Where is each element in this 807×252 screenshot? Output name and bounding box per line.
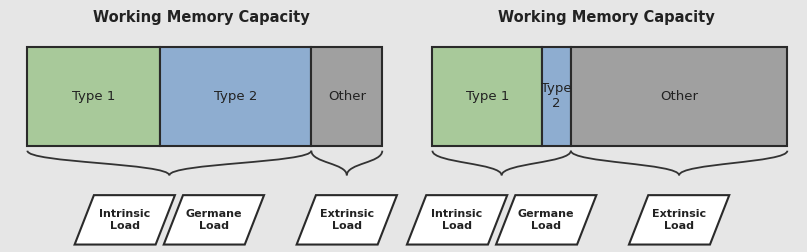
Text: Working Memory Capacity: Working Memory Capacity [498,10,714,25]
Polygon shape [164,195,264,244]
Text: Type 1: Type 1 [466,90,509,103]
Text: Other: Other [660,90,698,103]
Text: Intrinsic
Load: Intrinsic Load [432,209,483,231]
Polygon shape [74,195,175,244]
Polygon shape [496,195,596,244]
Text: Type 2: Type 2 [214,90,257,103]
Text: Extrinsic
Load: Extrinsic Load [320,209,374,231]
Text: Germane
Load: Germane Load [186,209,242,231]
FancyBboxPatch shape [571,47,788,146]
FancyBboxPatch shape [161,47,312,146]
Text: Extrinsic
Load: Extrinsic Load [652,209,706,231]
Text: Type
2: Type 2 [541,82,572,110]
Text: Working Memory Capacity: Working Memory Capacity [93,10,309,25]
FancyBboxPatch shape [542,47,571,146]
FancyBboxPatch shape [27,47,161,146]
FancyBboxPatch shape [312,47,383,146]
Text: Type 1: Type 1 [72,90,115,103]
Text: Other: Other [328,90,366,103]
Polygon shape [629,195,730,244]
FancyBboxPatch shape [433,47,542,146]
Polygon shape [407,195,508,244]
Text: Germane
Load: Germane Load [518,209,575,231]
Polygon shape [297,195,397,244]
Text: Intrinsic
Load: Intrinsic Load [99,209,150,231]
